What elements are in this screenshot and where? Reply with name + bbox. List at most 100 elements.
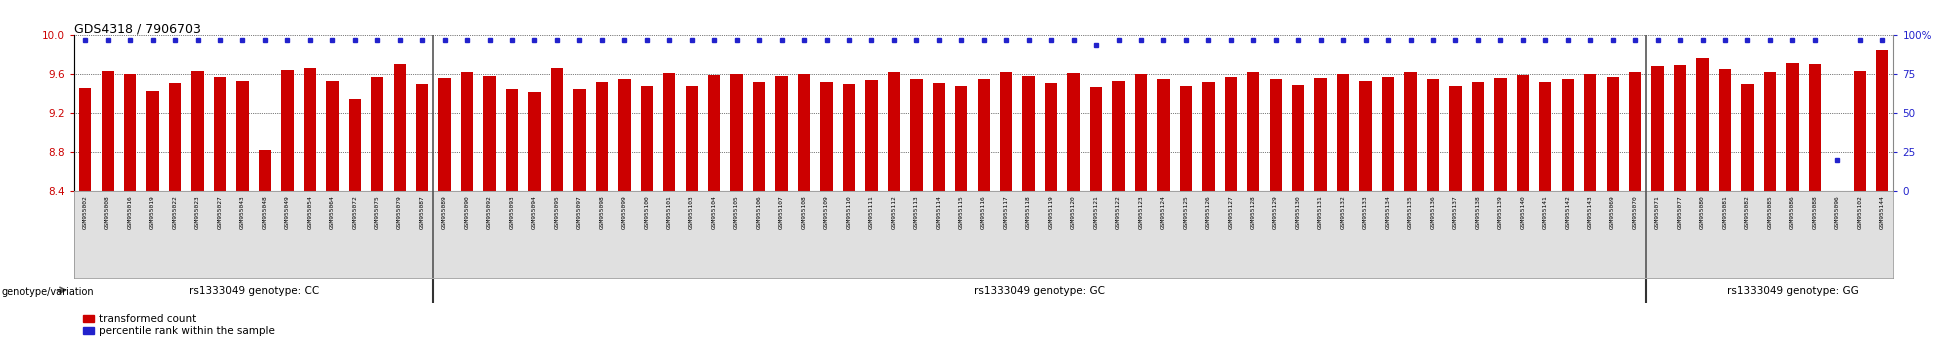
Bar [1336, 74, 1350, 191]
Bar [393, 64, 405, 191]
Text: GSM955101: GSM955101 [666, 195, 672, 229]
Bar [1607, 77, 1619, 191]
Bar [1023, 76, 1034, 191]
Text: GSM955119: GSM955119 [1048, 195, 1054, 229]
Bar [1449, 86, 1461, 191]
Text: GSM955089: GSM955089 [442, 195, 448, 229]
Text: GSM955002: GSM955002 [82, 195, 88, 229]
Text: GSM955135: GSM955135 [1408, 195, 1412, 229]
Text: GSM955121: GSM955121 [1093, 195, 1099, 229]
Text: GSM955115: GSM955115 [958, 195, 964, 229]
Text: GSM955102: GSM955102 [1856, 195, 1862, 229]
Text: GSM955022: GSM955022 [173, 195, 177, 229]
Bar [1068, 73, 1079, 191]
Bar [304, 68, 316, 191]
Bar [573, 89, 586, 191]
Text: GSM955118: GSM955118 [1027, 195, 1030, 229]
Text: GSM955070: GSM955070 [1632, 195, 1638, 229]
Bar [214, 77, 226, 191]
Text: GSM955117: GSM955117 [1003, 195, 1009, 229]
Bar [641, 86, 653, 191]
Bar [1584, 74, 1597, 191]
Text: GSM955104: GSM955104 [711, 195, 717, 229]
Text: GSM955008: GSM955008 [105, 195, 111, 229]
Text: rs1333049 genotype: CC: rs1333049 genotype: CC [189, 286, 319, 296]
Bar [551, 68, 563, 191]
Bar [125, 74, 136, 191]
Text: GSM955098: GSM955098 [600, 195, 604, 229]
Text: GSM955093: GSM955093 [510, 195, 514, 229]
Text: GSM955134: GSM955134 [1385, 195, 1391, 229]
Legend: transformed count, percentile rank within the sample: transformed count, percentile rank withi… [80, 310, 279, 340]
Bar [1202, 82, 1214, 191]
Text: GSM955128: GSM955128 [1251, 195, 1256, 229]
Bar [1718, 69, 1732, 191]
Text: GSM955097: GSM955097 [577, 195, 582, 229]
Text: GSM955124: GSM955124 [1161, 195, 1167, 229]
Text: GSM955133: GSM955133 [1364, 195, 1367, 229]
Text: GSM955069: GSM955069 [1611, 195, 1615, 229]
Bar [843, 84, 855, 191]
Bar [1180, 86, 1192, 191]
Text: GSM955099: GSM955099 [621, 195, 627, 229]
Bar [146, 91, 160, 191]
Bar [999, 73, 1013, 191]
Bar [1315, 78, 1327, 191]
Text: GSM955107: GSM955107 [779, 195, 785, 229]
Bar [462, 73, 473, 191]
Bar [506, 89, 518, 191]
Bar [955, 86, 968, 191]
Bar [978, 79, 990, 191]
Bar [1157, 79, 1169, 191]
Text: GSM955141: GSM955141 [1543, 195, 1549, 229]
Bar [325, 81, 339, 191]
Text: GSM955112: GSM955112 [892, 195, 896, 229]
Bar [101, 72, 113, 191]
Text: GSM955082: GSM955082 [1745, 195, 1749, 229]
Text: GSM955123: GSM955123 [1138, 195, 1143, 229]
Bar [1270, 79, 1282, 191]
Text: GSM955085: GSM955085 [1767, 195, 1773, 229]
Text: GSM955096: GSM955096 [1835, 195, 1839, 229]
Bar [707, 75, 721, 191]
Bar [370, 77, 384, 191]
Text: GSM955094: GSM955094 [532, 195, 538, 229]
Text: GSM955122: GSM955122 [1116, 195, 1120, 229]
Bar [1381, 77, 1395, 191]
Bar [191, 72, 205, 191]
Bar [1517, 75, 1529, 191]
Text: GSM955077: GSM955077 [1677, 195, 1683, 229]
Bar [1494, 78, 1506, 191]
Bar [236, 81, 249, 191]
Text: rs1333049 genotype: GC: rs1333049 genotype: GC [974, 286, 1105, 296]
Bar [1854, 72, 1866, 191]
Text: GSM955137: GSM955137 [1453, 195, 1457, 229]
Text: GSM955111: GSM955111 [869, 195, 875, 229]
Text: GSM955023: GSM955023 [195, 195, 201, 229]
Text: GSM955043: GSM955043 [240, 195, 245, 229]
Text: GSM955081: GSM955081 [1722, 195, 1728, 229]
Text: GSM955138: GSM955138 [1475, 195, 1480, 229]
Text: GSM955090: GSM955090 [466, 195, 469, 229]
Bar [820, 82, 832, 191]
Bar [1697, 58, 1708, 191]
Text: rs1333049 genotype: GG: rs1333049 genotype: GG [1726, 286, 1858, 296]
Bar [1786, 63, 1798, 191]
Bar [1112, 81, 1124, 191]
Text: GSM955080: GSM955080 [1701, 195, 1704, 229]
Bar [933, 83, 945, 191]
Text: GSM955064: GSM955064 [329, 195, 335, 229]
Text: GSM955019: GSM955019 [150, 195, 156, 229]
Bar [1808, 64, 1821, 191]
Text: GSM955142: GSM955142 [1566, 195, 1570, 229]
Bar [1876, 50, 1888, 191]
Text: GSM955116: GSM955116 [982, 195, 986, 229]
Bar [80, 88, 92, 191]
Bar [1763, 73, 1777, 191]
Text: GSM955071: GSM955071 [1656, 195, 1660, 229]
Text: GSM955054: GSM955054 [308, 195, 312, 229]
Bar [910, 79, 923, 191]
Text: GSM955125: GSM955125 [1182, 195, 1188, 229]
Bar [1652, 65, 1664, 191]
Text: GSM955109: GSM955109 [824, 195, 830, 229]
